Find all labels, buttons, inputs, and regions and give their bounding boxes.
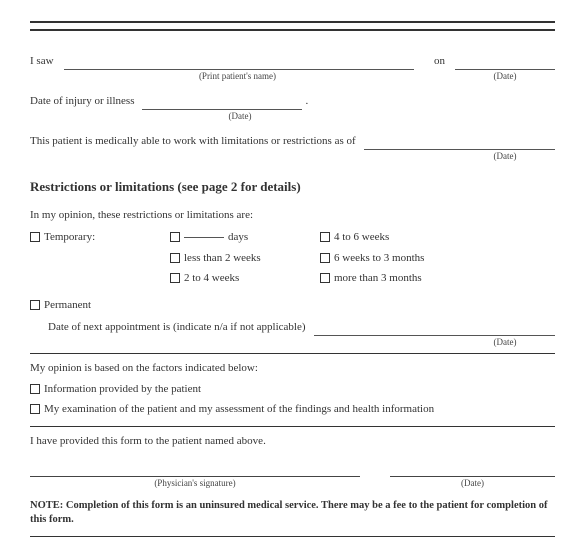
temporary-options: Temporary: days less than 2 weeks 2 to 4…: [30, 229, 555, 287]
permanent-checkbox[interactable]: [30, 300, 40, 310]
top-rule-2: [30, 29, 555, 31]
note-text: NOTE: Completion of this form is an unin…: [30, 499, 555, 528]
saw-date-sublabel: (Date): [455, 70, 555, 84]
opinion-intro: In my opinion, these restrictions or lim…: [30, 207, 555, 224]
w6-3m-checkbox[interactable]: [320, 253, 330, 263]
gt3m-checkbox[interactable]: [320, 273, 330, 283]
next-appt-sublabels: (Date): [30, 336, 555, 350]
signature-row: (Physician's signature) (Date): [30, 463, 555, 491]
permanent-label: Permanent: [44, 297, 91, 314]
factor1-checkbox[interactable]: [30, 384, 40, 394]
days-checkbox[interactable]: [170, 232, 180, 242]
saw-label: I saw: [30, 53, 54, 70]
physician-signature-field[interactable]: [30, 463, 360, 477]
injury-label: Date of injury or illness: [30, 93, 134, 110]
w2-4-label: 2 to 4 weeks: [184, 270, 239, 287]
able-date-sublabel: (Date): [455, 150, 555, 164]
patient-row: I saw on: [30, 53, 555, 70]
w4-6-checkbox[interactable]: [320, 232, 330, 242]
lt2w-label: less than 2 weeks: [184, 250, 261, 267]
signature-date-field[interactable]: [390, 463, 555, 477]
able-row-sublabels: (Date): [30, 150, 555, 164]
provided-text: I have provided this form to the patient…: [30, 433, 555, 450]
restrictions-heading: Restrictions or limitations (see page 2 …: [30, 177, 555, 197]
next-appt-date-sublabel: (Date): [455, 336, 555, 350]
top-rule-1: [30, 21, 555, 23]
w4-6-label: 4 to 6 weeks: [334, 229, 389, 246]
next-appt-row: Date of next appointment is (indicate n/…: [48, 319, 555, 336]
divider-2: [30, 426, 555, 427]
days-suffix: days: [228, 229, 248, 246]
able-row: This patient is medically able to work w…: [30, 133, 555, 150]
next-appt-text: Date of next appointment is (indicate n/…: [48, 319, 306, 336]
injury-row-sublabels: (Date): [30, 110, 555, 124]
patient-name-sublabel: (Print patient's name): [70, 70, 405, 84]
gt3m-label: more than 3 months: [334, 270, 422, 287]
signature-date-sublabel: (Date): [390, 477, 555, 491]
injury-row: Date of injury or illness .: [30, 93, 555, 110]
factor2-checkbox[interactable]: [30, 404, 40, 414]
temporary-checkbox[interactable]: [30, 232, 40, 242]
factors-intro: My opinion is based on the factors indic…: [30, 360, 555, 377]
factor2-label: My examination of the patient and my ass…: [44, 401, 434, 418]
able-text: This patient is medically able to work w…: [30, 133, 356, 150]
on-label: on: [434, 53, 445, 70]
w2-4-checkbox[interactable]: [170, 273, 180, 283]
days-field[interactable]: [184, 237, 224, 238]
injury-date-sublabel: (Date): [160, 110, 320, 124]
lt2w-checkbox[interactable]: [170, 253, 180, 263]
patient-row-sublabels: (Print patient's name) (Date): [30, 70, 555, 84]
physician-signature-sublabel: (Physician's signature): [30, 477, 360, 491]
temporary-label: Temporary:: [44, 229, 95, 246]
factor1-label: Information provided by the patient: [44, 381, 201, 398]
divider-1: [30, 353, 555, 354]
w6-3m-label: 6 weeks to 3 months: [334, 250, 424, 267]
